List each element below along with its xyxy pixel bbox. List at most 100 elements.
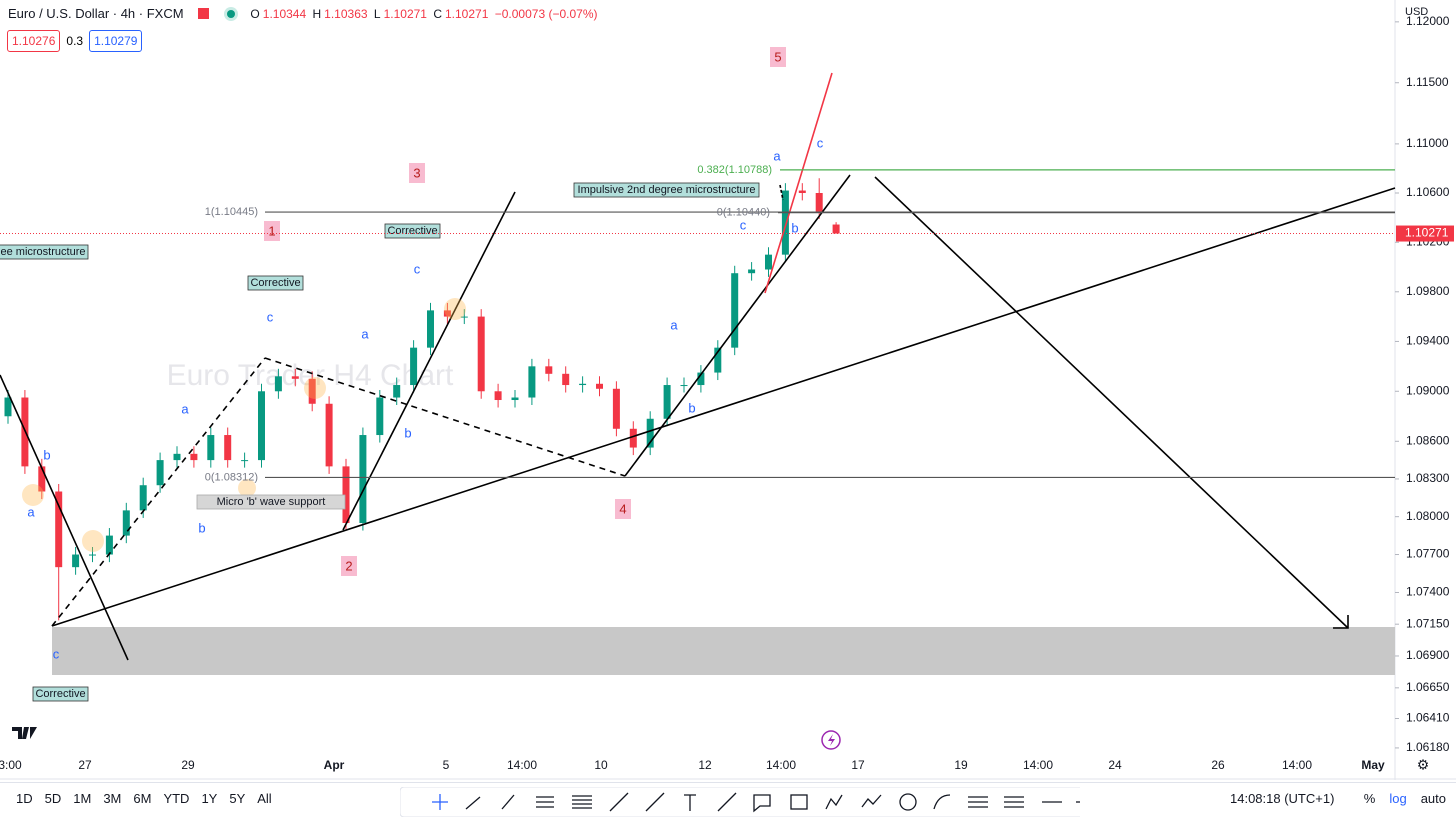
note-label: ee microstructure [1, 246, 86, 258]
wave-letter: b [198, 520, 205, 535]
candle-body [38, 466, 46, 492]
trend-line [0, 374, 129, 661]
last-price-label: 1.10271 [1405, 226, 1449, 240]
tool[interactable] [645, 792, 665, 812]
drawings [0, 72, 1396, 661]
tool[interactable] [572, 795, 592, 809]
percent-button[interactable]: % [1363, 791, 1376, 806]
tool[interactable] [465, 796, 481, 810]
wave-box [770, 47, 786, 67]
tool[interactable] [432, 794, 448, 810]
value: 1.10271 [383, 7, 427, 21]
trend-line [51, 187, 1396, 627]
bottom-toolbar: 1D 5D 1M 3M 6M YTD 1Y 5Y All 14:08:18 (UTC+1) [0, 782, 1456, 819]
y-tick-label: 1.09000 [1406, 383, 1450, 397]
range-button[interactable]: 6M [133, 791, 152, 806]
y-tick-label: 1.11500 [1406, 75, 1449, 89]
candle-body [207, 435, 215, 461]
candle-body [646, 418, 654, 448]
tool[interactable] [501, 794, 515, 810]
tool[interactable] [1004, 796, 1024, 808]
note-label: Impulsive 2nd degree microstructure [578, 184, 756, 196]
candle-body [105, 535, 113, 555]
wave-label: 3 [413, 165, 420, 180]
candle-body [477, 316, 485, 392]
fib-label: 0(1.10440) [717, 207, 770, 219]
tool[interactable] [790, 794, 808, 810]
range-button[interactable]: 5Y [229, 791, 246, 806]
wave-letter: b [43, 447, 50, 462]
log-button[interactable]: log [1389, 791, 1407, 806]
note-label: Micro 'b' wave support [217, 496, 326, 508]
candle-body [274, 376, 282, 392]
trend-line [264, 357, 626, 477]
candle-body [173, 453, 181, 461]
value: 1.10363 [324, 7, 368, 21]
currency[interactable]: USD [1405, 6, 1428, 18]
y-tick-label: 1.09800 [1406, 284, 1450, 298]
x-tick-label: 14:00 [1282, 758, 1312, 772]
tool[interactable] [933, 794, 951, 810]
label: O [250, 7, 260, 21]
x-tick-label: 10 [594, 758, 608, 772]
candle-body [308, 378, 316, 404]
trend-line [779, 184, 784, 201]
candle-body [748, 269, 756, 274]
candle-body [376, 397, 384, 436]
tool[interactable] [717, 792, 737, 812]
tool[interactable] [536, 796, 554, 808]
tool[interactable] [968, 796, 988, 808]
tool[interactable] [825, 794, 843, 810]
trend-line [342, 191, 516, 531]
chart: Euro Trader H4 Chart 1(1.10445) 0(1.10440… [0, 0, 1456, 780]
events-icon[interactable] [821, 730, 841, 750]
candle-body [325, 403, 333, 467]
wave-letter: c [740, 217, 747, 232]
range-button[interactable]: 1M [73, 791, 92, 806]
quote-badges: 1.10276 0.3 1.10279 [7, 30, 143, 52]
range-button[interactable]: 1D [16, 791, 33, 806]
candle-body [342, 466, 350, 523]
auto-button[interactable]: auto [1420, 791, 1446, 806]
wave-letter: a [670, 317, 678, 332]
events-icon [828, 734, 835, 746]
x-tick-label: 27 [78, 758, 92, 772]
legend: Euro / U.S. Dollar · 4h · FXCM O 1.10344 … [8, 6, 603, 21]
y-tick-label: 1.11000 [1406, 136, 1449, 150]
candle-body [410, 347, 418, 386]
candle-body [680, 385, 688, 387]
label: L [373, 7, 381, 21]
range-button[interactable]: All [257, 791, 272, 806]
trend-line [764, 72, 833, 294]
wave-box [264, 221, 280, 241]
range-button[interactable]: 3M [103, 791, 122, 806]
range-button[interactable]: 5D [44, 791, 62, 806]
tool[interactable] [609, 792, 629, 812]
range-button[interactable]: 1Y [201, 791, 218, 806]
candle-body [139, 485, 147, 511]
candle-body [663, 385, 671, 419]
candle-body [511, 397, 519, 401]
tool[interactable] [684, 794, 696, 811]
tool[interactable] [861, 794, 882, 808]
wave-letter: c [414, 261, 421, 276]
tool[interactable] [753, 794, 771, 813]
candle-body [596, 383, 603, 389]
trend-line [874, 176, 1349, 629]
x-tick-label: 14:00 [1023, 758, 1053, 772]
x-tick-label: 12 [698, 758, 712, 772]
y-tick-label: 1.07400 [1406, 585, 1450, 599]
settings-icon[interactable]: ⚙ [1417, 757, 1430, 773]
ohlc: O 1.10344 H 1.10363 L 1.10271 C 1.10271 −0.0… [250, 7, 600, 21]
bid[interactable]: 1.10276 [7, 30, 61, 52]
candle-body [291, 376, 299, 379]
range-button[interactable]: YTD [163, 791, 190, 806]
note-box [384, 223, 441, 239]
tool[interactable] [899, 793, 917, 811]
logo [12, 727, 37, 739]
candle-body [798, 190, 806, 194]
wave-label: 5 [774, 49, 781, 64]
wave-letter: c [817, 135, 824, 150]
wave-letter: c [53, 646, 60, 661]
ask[interactable]: 1.10279 [89, 30, 143, 52]
